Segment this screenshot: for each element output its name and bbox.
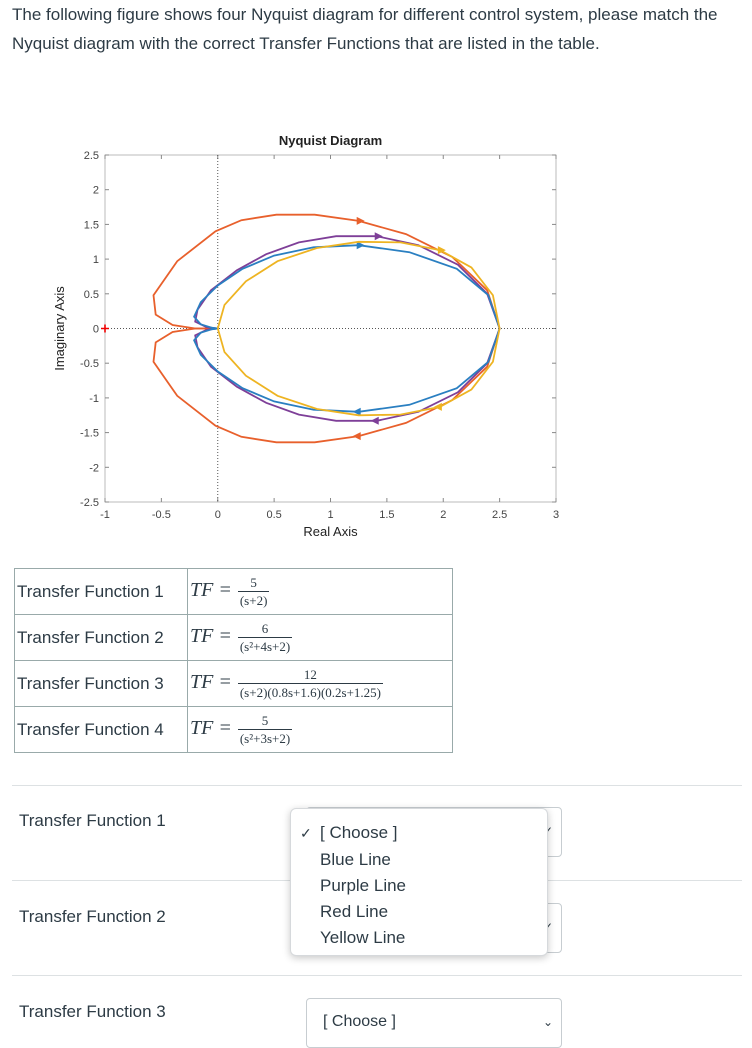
tf-label: Transfer Function 1: [14, 568, 188, 615]
x-tick-label: 0: [215, 509, 221, 521]
direction-arrow: [370, 416, 379, 425]
critical-point-marker: [101, 324, 109, 333]
tf-numerator: 12: [303, 666, 317, 682]
tf-label: Transfer Function 2: [14, 614, 188, 661]
question-text: The following figure shows four Nyquist …: [12, 5, 718, 53]
nyquist-curve-upper: [193, 244, 501, 330]
y-tick-label: 1.5: [84, 219, 99, 231]
tf-fraction: 12 (s+2)(0.8s+1.6)(0.2s+1.25): [237, 666, 383, 701]
tf-equation: TF = 6 (s²+4s+2): [187, 614, 453, 661]
x-tick-label: 2: [440, 509, 446, 521]
nyquist-plot: -1 -0.5 0 0.5 1 1.5 2 2.5 3 2.5 2 1.5 1 0.5 0 -0.5 -1 -1.…: [48, 124, 568, 554]
y-tick-label: -2.5: [80, 497, 99, 509]
divider: [12, 975, 742, 976]
tf-fraction: 5 (s+2): [237, 574, 270, 609]
chart-title: Nyquist Diagram: [279, 133, 382, 148]
tf-row: Transfer Function 3 TF = 12 (s+2)(0.8s+1.6)…: [14, 660, 453, 707]
divider: [12, 785, 742, 786]
x-tick-label: -0.5: [152, 509, 171, 521]
y-tick-label: 2.5: [84, 150, 99, 162]
y-tick-label: -1.5: [80, 428, 99, 440]
y-tick-label: 2: [93, 185, 99, 197]
tf-denominator: (s²+3s+2): [237, 728, 293, 746]
tf-equation: TF = 5 (s²+3s+2): [187, 706, 453, 753]
nyquist-curve-lower: [216, 328, 501, 417]
dropdown-option-blue[interactable]: Blue Line: [320, 850, 391, 869]
tf-numerator: 5: [261, 712, 269, 728]
nyquist-curve-upper: [152, 213, 501, 330]
y-tick-label: 1: [93, 254, 99, 266]
checkmark-icon: ✓: [300, 825, 312, 841]
x-tick-label: 1: [327, 509, 333, 521]
tf-row: Transfer Function 2 TF = 6 (s²+4s+2): [14, 614, 453, 661]
y-tick-label: -2: [89, 462, 99, 474]
nyquist-curve-upper: [194, 235, 501, 330]
tf-numerator: 6: [261, 620, 269, 636]
x-tick-label: 2.5: [492, 509, 507, 521]
x-tick-label: 3: [553, 509, 559, 521]
tf-lhs: TF =: [190, 578, 232, 601]
dropdown-option-purple[interactable]: Purple Line: [320, 876, 407, 895]
tf-row: Transfer Function 4 TF = 5 (s²+3s+2): [14, 706, 453, 753]
nyquist-curve-lower: [193, 327, 501, 413]
tf-fraction: 6 (s²+4s+2): [237, 620, 293, 655]
select-value: [ Choose ]: [323, 1013, 396, 1030]
tf-lhs: TF =: [190, 624, 232, 647]
tf-denominator: (s+2): [237, 590, 270, 608]
y-tick-label: -0.5: [80, 358, 99, 370]
x-tick-label: 0.5: [266, 509, 281, 521]
direction-arrow: [374, 232, 383, 241]
y-tick-label: -1: [89, 393, 99, 405]
tf-fraction: 5 (s²+3s+2): [237, 712, 293, 747]
tf-lhs: TF =: [190, 716, 232, 739]
y-tick-label: 0: [93, 324, 99, 336]
nyquist-curve-lower: [152, 327, 501, 444]
tf-denominator: (s+2)(0.8s+1.6)(0.2s+1.25): [237, 682, 383, 700]
dropdown-option-yellow[interactable]: Yellow Line: [320, 928, 406, 947]
tf-numerator: 5: [250, 574, 257, 590]
answer-label-1: Transfer Function 1: [19, 811, 166, 830]
answer-label-2: Transfer Function 2: [19, 907, 166, 926]
nyquist-curve-upper: [216, 240, 501, 329]
x-axis-label: Real Axis: [303, 524, 358, 539]
direction-arrow: [433, 402, 442, 411]
direction-arrow: [352, 407, 361, 416]
tf-equation: TF = 5 (s+2): [187, 568, 453, 615]
tf-equation: TF = 12 (s+2)(0.8s+1.6)(0.2s+1.25): [187, 660, 453, 707]
tf-label: Transfer Function 4: [14, 706, 188, 753]
chevron-down-icon: ⌄: [542, 1015, 553, 1029]
direction-arrow: [356, 241, 365, 250]
tf-row: Transfer Function 1 TF = 5 (s+2): [14, 568, 453, 615]
direction-arrow: [352, 432, 361, 441]
x-tick-label: 1.5: [379, 509, 394, 521]
answer-label-3: Transfer Function 3: [19, 1002, 166, 1021]
y-axis-label: Imaginary Axis: [52, 286, 67, 371]
transfer-function-table: Transfer Function 1 TF = 5 (s+2) Transfer Fu…: [14, 568, 453, 753]
nyquist-svg: -1 -0.5 0 0.5 1 1.5 2 2.5 3 2.5 2 1.5 1 0.5 0 -0.5 -1 -1.…: [52, 133, 559, 539]
direction-arrow: [437, 246, 446, 255]
dropdown-option-choose[interactable]: [ Choose ]: [320, 823, 398, 842]
answer-select-3[interactable]: [ Choose ] ⌄: [306, 998, 562, 1048]
x-tick-label: -1: [100, 509, 110, 521]
dropdown-option-red[interactable]: Red Line: [320, 902, 389, 921]
nyquist-curve-lower: [194, 327, 501, 422]
tf-label: Transfer Function 3: [14, 660, 188, 707]
direction-arrow: [356, 216, 365, 225]
y-tick-label: 0.5: [84, 289, 99, 301]
dropdown-menu: ✓ [ Choose ] Blue Line Purple Line Red L…: [290, 808, 548, 956]
tf-denominator: (s²+4s+2): [237, 636, 293, 654]
tf-lhs: TF =: [190, 670, 232, 693]
